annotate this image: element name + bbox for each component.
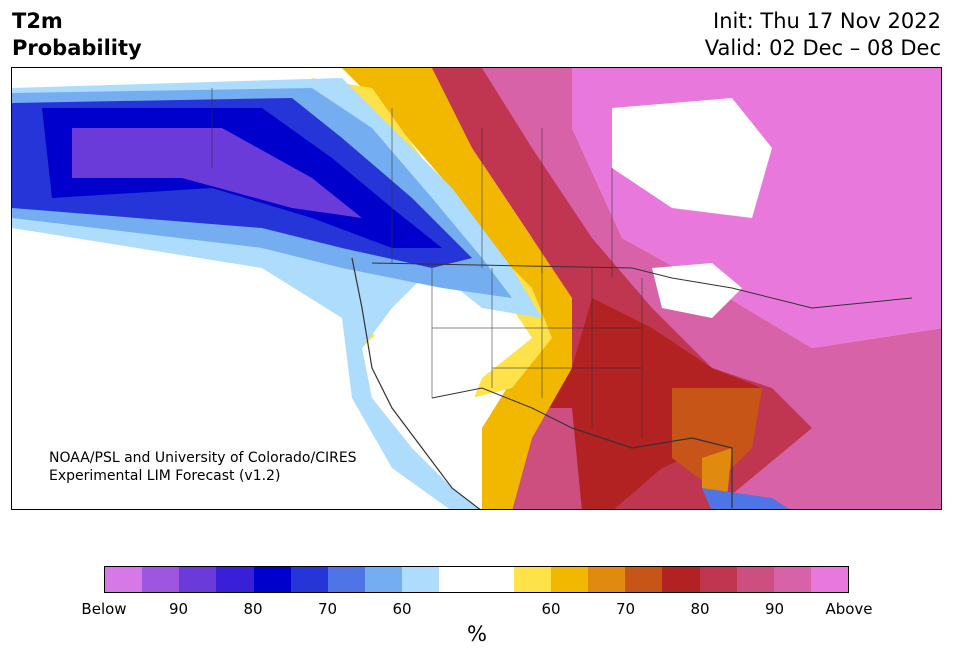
colorbar-segment: [662, 567, 700, 592]
below-band-core: [72, 128, 362, 218]
west-coastline: [351, 257, 481, 509]
colorbar-segment: [476, 567, 514, 592]
forecast-dates: Init: Thu 17 Nov 2022 Valid: 02 Dec – 08…: [705, 8, 941, 62]
colorbar-tick-label: Below: [81, 600, 127, 618]
colorbar-tick-label: 80: [690, 600, 710, 618]
colorbar-tick-label: 70: [615, 600, 636, 618]
map-canvas: [12, 68, 941, 509]
colorbar-tick-label: Above: [825, 600, 873, 618]
probability-colorbar: [104, 566, 849, 593]
colorbar-segment: [290, 567, 328, 592]
colorbar-segment: [699, 567, 737, 592]
init-date: Init: Thu 17 Nov 2022: [713, 9, 941, 33]
credit-line1: NOAA/PSL and University of Colorado/CIRE…: [49, 450, 357, 466]
colorbar-segment: [773, 567, 811, 592]
colorbar-segment: [105, 567, 143, 592]
colorbar-segment: [216, 567, 254, 592]
great-lakes: [652, 263, 742, 318]
below-band-caribbean: [702, 488, 789, 509]
canada-provinces: [211, 88, 613, 278]
colorbar-segment: [253, 567, 291, 592]
us-canada-border: [371, 262, 913, 309]
colorbar-segment: [402, 567, 440, 592]
us-mexico-border: [431, 387, 573, 429]
colorbar-segment: [513, 567, 551, 592]
colorbar-segment: [736, 567, 774, 592]
colorbar-segment: [588, 567, 626, 592]
colorbar-tick-label: 60: [541, 600, 561, 618]
light-warm-band: [342, 68, 572, 509]
colorbar-segment: [810, 567, 849, 592]
colorbar-segment: [142, 567, 180, 592]
colorbar-tick-label: 60: [392, 600, 412, 618]
valid-range: Valid: 02 Dec – 08 Dec: [704, 36, 941, 60]
colorbar-segment: [365, 567, 403, 592]
above-band-60: [532, 298, 762, 509]
colorbar-segment: [550, 567, 589, 592]
colorbar-segment: [179, 567, 217, 592]
above-band-gulf: [672, 388, 762, 488]
map-title: T2m Probability: [12, 8, 142, 62]
colorbar-tick-label: 90: [168, 600, 189, 618]
colorbar-tick-label: 80: [243, 600, 263, 618]
forecast-credit: NOAA/PSL and University of Colorado/CIRE…: [49, 449, 357, 485]
credit-line2: Experimental LIM Forecast (v1.2): [49, 468, 281, 484]
colorbar-tick-label: 70: [317, 600, 338, 618]
hudson-bay: [612, 98, 772, 218]
probability-map: [11, 67, 942, 510]
colorbar-tick-label: 90: [764, 600, 785, 618]
colorbar-segment: [625, 567, 663, 592]
colorbar-unit: %: [467, 622, 487, 646]
colorbar-segment: [327, 567, 366, 592]
colorbar-segment: [439, 567, 477, 592]
gulf-coast: [571, 427, 733, 508]
state-lines: [431, 268, 643, 438]
title-variable: T2m: [12, 9, 63, 33]
title-product: Probability: [12, 36, 142, 60]
